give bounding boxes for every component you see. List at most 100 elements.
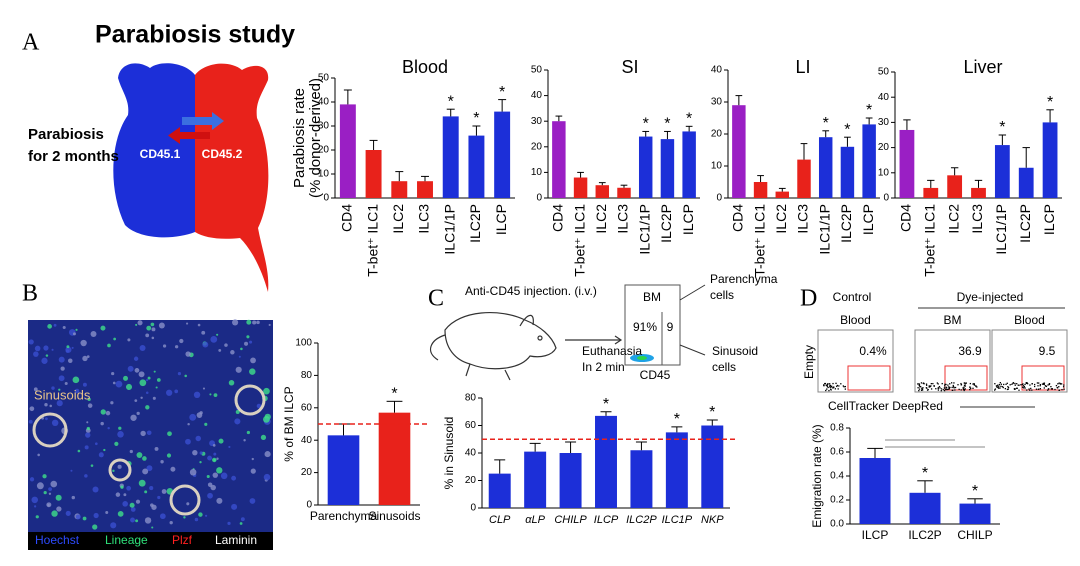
cell (146, 465, 153, 472)
cell (33, 387, 38, 392)
y-tick-label: 60 (465, 420, 477, 431)
cell (127, 338, 131, 342)
cell (153, 370, 156, 373)
flow-plots: Blood 0.4% BM 36.9 Blood 9.5 (817, 313, 1068, 393)
gate-value: 9 (667, 320, 674, 334)
significance: * (473, 110, 479, 127)
cell (145, 405, 150, 410)
significance: * (999, 119, 1005, 136)
x-tick-label: T-bet⁺ ILC1 (751, 204, 767, 277)
event (957, 384, 959, 386)
event (1012, 382, 1014, 385)
cell (139, 345, 146, 352)
cell (70, 469, 73, 472)
cell (246, 335, 250, 339)
event (1036, 382, 1039, 384)
cell (150, 322, 155, 327)
x-tick-label: ILCP (594, 514, 619, 526)
cell (184, 374, 187, 378)
bar (1042, 122, 1058, 198)
cell (205, 514, 208, 517)
event (953, 387, 955, 389)
event (1005, 383, 1007, 385)
x-tick-label: CHILP (957, 528, 992, 542)
flow-gate-value: 0.4% (859, 344, 887, 358)
arrows (679, 284, 706, 356)
event (940, 388, 943, 390)
cell (198, 512, 203, 517)
cell (246, 319, 252, 325)
event (824, 382, 826, 385)
cell (231, 503, 238, 510)
y-tick-label: 30 (711, 97, 723, 108)
event (1000, 383, 1003, 385)
cell (185, 351, 191, 357)
x-tick-label: Sinusoids (368, 509, 420, 523)
x-tick-label: ILCP (862, 528, 889, 542)
cell (145, 379, 149, 382)
cell (202, 341, 209, 348)
x-tick-label: ILC3 (615, 204, 631, 234)
x-tick-label: ILC2 (390, 204, 406, 234)
event (960, 384, 962, 386)
bar (442, 116, 459, 198)
flow-title: Blood (840, 313, 871, 327)
x-tick-label: T-bet⁺ ILC1 (364, 204, 380, 277)
event (1062, 386, 1065, 388)
chart-title: SI (621, 57, 638, 77)
cell (134, 399, 138, 403)
cell (94, 442, 98, 446)
x-tick-label: ILC1/1P (816, 204, 832, 255)
event (1007, 388, 1009, 390)
cell (66, 345, 70, 349)
gate-value: 91% (633, 320, 657, 334)
event (960, 382, 962, 385)
event (922, 387, 924, 389)
event (964, 383, 966, 385)
event (994, 389, 996, 391)
cell (37, 453, 40, 457)
cell (228, 380, 235, 386)
event (825, 384, 827, 386)
cell (149, 486, 154, 491)
bar (630, 450, 653, 508)
x-tick-label: ILC2 (773, 204, 789, 234)
bar (753, 182, 768, 198)
cell (82, 516, 87, 521)
cell (227, 521, 231, 526)
event (939, 387, 941, 389)
cell (228, 445, 231, 449)
event (947, 388, 949, 390)
event (1003, 383, 1005, 386)
x-tick-label: ILC3 (795, 204, 811, 234)
cell (115, 380, 123, 388)
x-tick-label: NKP (701, 514, 724, 526)
event (943, 389, 946, 392)
mouse-label: CD45.2 (202, 147, 243, 161)
event (946, 388, 948, 391)
event (1021, 386, 1024, 388)
y-tick-label: 40 (301, 435, 313, 446)
event (942, 389, 944, 391)
cell (156, 378, 161, 382)
annotation: Anti-CD45 injection. (i.v.) (465, 284, 597, 298)
cell (157, 495, 161, 500)
cell (67, 358, 73, 363)
cell (187, 422, 190, 426)
cell (160, 460, 164, 464)
cell (117, 510, 124, 517)
event (1050, 388, 1053, 390)
event (964, 385, 967, 387)
cell (100, 421, 104, 426)
x-tick-label: ILC2P (467, 204, 483, 243)
y-tick-label: 20 (878, 142, 890, 153)
annotation: In 2 min (582, 360, 625, 374)
cell (216, 333, 219, 336)
y-tick-label: 50 (318, 73, 330, 84)
significance: * (709, 404, 715, 421)
y-tick-label: 40 (465, 448, 477, 459)
bar (365, 150, 382, 198)
event (920, 389, 923, 391)
y-tick-label: 20 (711, 129, 723, 140)
flow-title: Blood (1014, 313, 1045, 327)
